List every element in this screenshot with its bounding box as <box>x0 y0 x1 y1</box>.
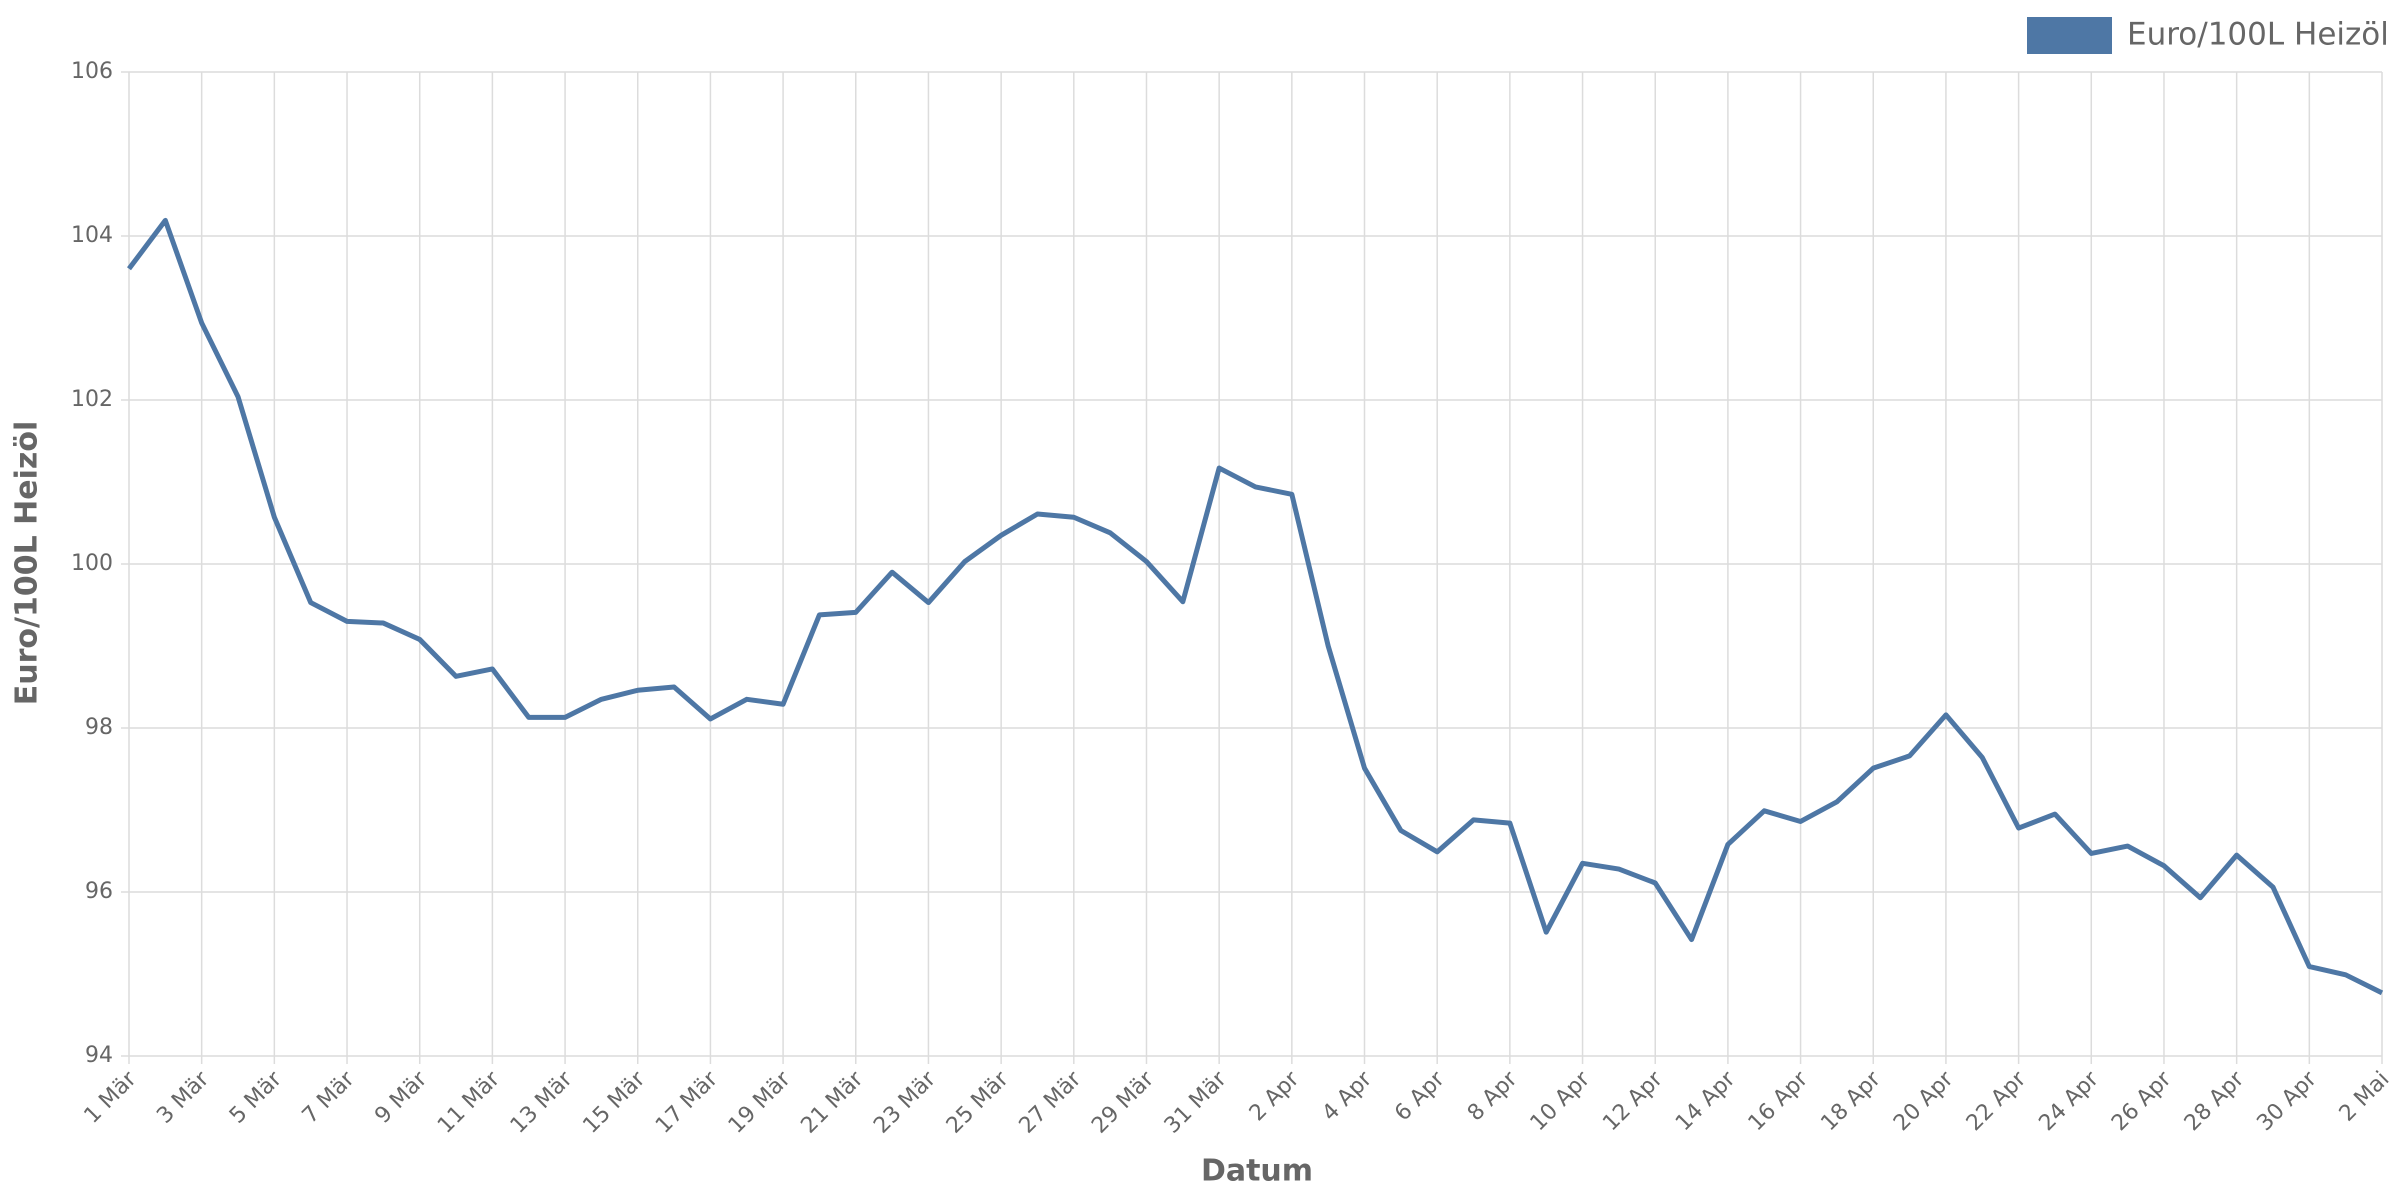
x-tick-label: 10 Apr <box>1526 1066 1596 1136</box>
x-tick-label: 5 Mär <box>225 1066 288 1129</box>
x-tick-label: 7 Mär <box>298 1066 361 1129</box>
x-tick-label: 18 Apr <box>1816 1066 1886 1136</box>
data-line <box>127 217 2384 996</box>
x-tick-label: 4 Apr <box>1318 1066 1378 1126</box>
x-tick-label: 26 Apr <box>2107 1066 2177 1136</box>
x-tick-label: 9 Mär <box>370 1066 433 1129</box>
legend-swatch <box>2027 17 2112 54</box>
y-tick-label: 104 <box>71 223 113 248</box>
x-tick-label: 25 Mär <box>942 1066 1014 1138</box>
x-tick-label: 29 Mär <box>1087 1066 1159 1138</box>
x-tick-label: 1 Mär <box>80 1066 143 1129</box>
x-tick-label: 2 Mai <box>2335 1067 2395 1127</box>
x-tick-label: 11 Mär <box>433 1066 505 1138</box>
x-tick-label: 13 Mär <box>506 1066 578 1138</box>
y-tick-label: 100 <box>71 551 113 576</box>
x-tick-label: 19 Mär <box>724 1066 796 1138</box>
x-tick-label: 6 Apr <box>1390 1066 1450 1126</box>
x-tick-label: 15 Mär <box>578 1066 650 1138</box>
legend-label: Euro/100L Heizöl <box>2127 17 2389 53</box>
x-tick-label: 3 Mär <box>152 1066 215 1129</box>
x-tick-label: 22 Apr <box>1962 1066 2032 1136</box>
x-tick-label: 12 Apr <box>1598 1066 1668 1136</box>
y-tick-label: 106 <box>71 59 113 84</box>
x-tick-label: 30 Apr <box>2252 1066 2322 1136</box>
y-tick-label: 96 <box>85 879 113 904</box>
x-tick-label: 23 Mär <box>869 1066 941 1138</box>
x-tick-label: 28 Apr <box>2180 1066 2250 1136</box>
x-tick-label: 14 Apr <box>1671 1066 1741 1136</box>
y-tick-label: 98 <box>85 715 113 740</box>
y-tick-label: 102 <box>71 387 113 412</box>
x-tick-label: 17 Mär <box>651 1066 723 1138</box>
y-axis-title: Euro/100L Heizöl <box>10 421 45 706</box>
x-tick-label: 8 Apr <box>1463 1066 1523 1126</box>
x-tick-label: 20 Apr <box>1889 1066 1959 1136</box>
x-tick-label: 27 Mär <box>1015 1066 1087 1138</box>
x-axis-title: Datum <box>1201 1154 1313 1189</box>
x-tick-label: 16 Apr <box>1744 1066 1814 1136</box>
x-tick-label: 2 Apr <box>1245 1066 1305 1126</box>
x-tick-label: 24 Apr <box>2034 1066 2104 1136</box>
x-tick-label: 31 Mär <box>1160 1066 1232 1138</box>
x-tick-label: 21 Mär <box>796 1066 868 1138</box>
y-tick-label: 94 <box>85 1043 113 1068</box>
